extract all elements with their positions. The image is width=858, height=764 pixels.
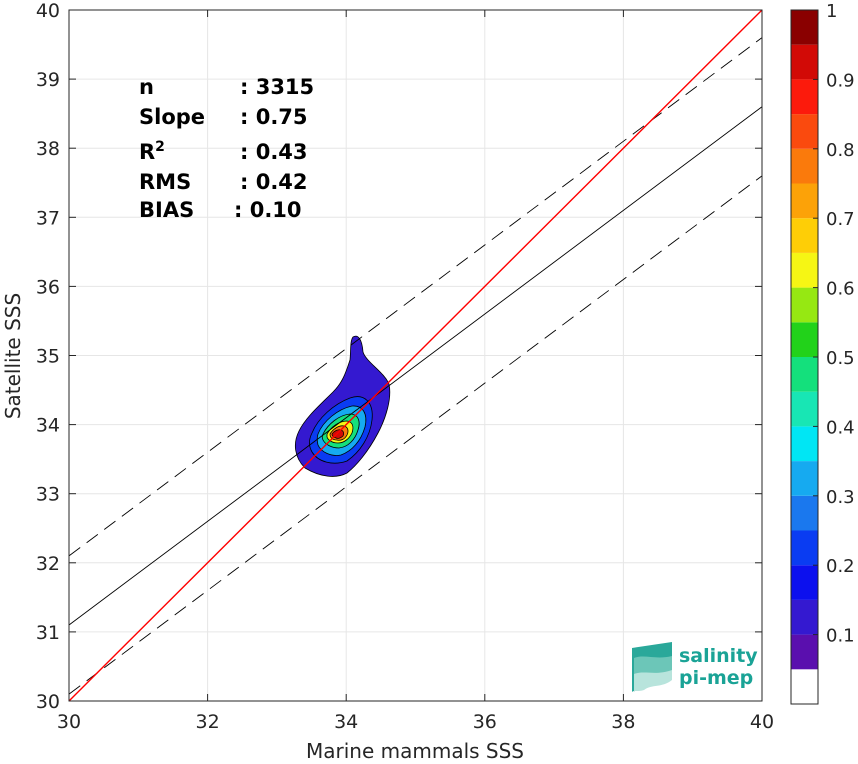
stat-key-4: BIAS — [139, 198, 194, 222]
colorbar-band-14 — [791, 183, 818, 219]
stat-key-0: n — [139, 75, 154, 99]
colorbar-band-4 — [791, 530, 818, 566]
colorbar-tick-label-8: 0.9 — [826, 70, 855, 91]
colorbar-band-19 — [791, 10, 818, 45]
colorbar-band-13 — [791, 218, 818, 253]
colorbar-tick-label-0: 0.1 — [826, 626, 855, 647]
logo-wave-icon-light — [634, 670, 672, 692]
x-tick-label-0: 30 — [57, 711, 81, 733]
y-tick-label-3: 33 — [36, 484, 60, 506]
colorbar-band-1 — [791, 634, 818, 670]
colorbar-band-6 — [791, 461, 818, 496]
y-axis-label: Satellite SSS — [1, 293, 25, 419]
stat-value-4: : 0.10 — [234, 198, 302, 222]
salinity-pi-mep-logo: salinity pi-mep — [632, 642, 758, 692]
colorbar-band-12 — [791, 252, 818, 288]
y-tick-label-4: 34 — [36, 415, 60, 437]
grid-lines — [68, 9, 763, 702]
colorbar-band-9 — [791, 357, 818, 392]
x-tick-label-2: 34 — [334, 711, 358, 733]
logo-line2: pi-mep — [679, 667, 753, 689]
y-tick-label-10: 40 — [36, 0, 60, 22]
colorbar-tick-label-1: 0.2 — [826, 556, 855, 577]
regression-line — [68, 106, 763, 626]
y-tick-label-5: 35 — [36, 346, 60, 368]
colorbar-band-5 — [791, 495, 818, 531]
colorbar-tick-label-3: 0.4 — [826, 417, 855, 438]
colorbar-band-17 — [791, 79, 818, 115]
colorbar-band-7 — [791, 426, 818, 462]
colorbar-tick-label-4: 0.5 — [826, 348, 855, 369]
colorbar-tick-label-2: 0.3 — [826, 487, 855, 508]
colorbar-band-10 — [791, 322, 818, 357]
x-tick-label-5: 40 — [750, 711, 774, 733]
stat-value-3: : 0.42 — [240, 170, 308, 194]
colorbar-band-0 — [791, 669, 818, 704]
colorbar-tick-label-6: 0.7 — [826, 209, 855, 230]
colorbar-band-2 — [791, 599, 818, 635]
colorbar-band-18 — [791, 44, 818, 80]
y-tick-label-9: 39 — [36, 69, 60, 91]
x-tick-label-3: 36 — [473, 711, 497, 733]
colorbar-tick-label-5: 0.6 — [826, 279, 855, 300]
colorbar-band-16 — [791, 114, 818, 149]
colorbar-band-15 — [791, 148, 818, 184]
logo-line1: salinity — [679, 645, 758, 667]
stat-value-2: : 0.43 — [240, 140, 308, 164]
colorbar-band-3 — [791, 565, 818, 600]
y-tick-label-7: 37 — [36, 207, 60, 229]
reference-lines — [68, 9, 763, 702]
upper-bound-line — [68, 37, 763, 557]
y-tick-label-8: 38 — [36, 138, 60, 160]
colorbar-tick-label-9: 1 — [826, 1, 837, 22]
y-tick-label-0: 30 — [36, 691, 60, 713]
x-axis-label: Marine mammals SSS — [306, 739, 524, 763]
stat-value-1: : 0.75 — [240, 105, 308, 129]
stat-key-1: Slope — [139, 105, 205, 129]
x-tick-label-1: 32 — [196, 711, 220, 733]
colorbar-band-8 — [791, 391, 818, 427]
colorbar: 0.1 0.2 0.3 0.4 0.5 0.6 0.7 0.8 0.9 1 — [790, 1, 855, 705]
y-tick-label-2: 32 — [36, 553, 60, 575]
axis-ticks: 30 32 34 36 38 40 30 31 32 33 34 35 36 37 38 39 40 — [36, 0, 774, 733]
colorbar-tick-label-7: 0.8 — [826, 140, 855, 161]
y-tick-label-6: 36 — [36, 276, 60, 298]
x-tick-label-4: 38 — [611, 711, 635, 733]
stat-key-3: RMS — [139, 170, 191, 194]
one-to-one-line — [68, 9, 763, 702]
stat-value-0: : 3315 — [240, 75, 314, 99]
y-tick-label-1: 31 — [36, 622, 60, 644]
stat-sup-2: 2 — [155, 139, 165, 155]
lower-bound-line — [68, 175, 763, 695]
colorbar-band-11 — [791, 287, 818, 323]
